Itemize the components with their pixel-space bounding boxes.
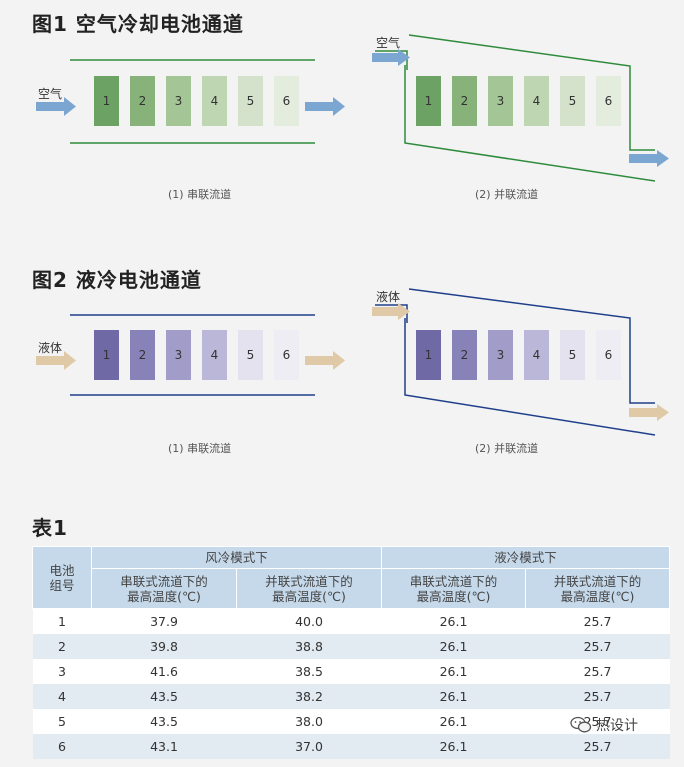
cell-liquid-series: 26.1 (381, 734, 526, 759)
air-parallel-header: 并联式流道下的 最高温度(℃) (235, 568, 383, 609)
battery-cell: 4 (524, 330, 549, 380)
battery-cell: 5 (238, 330, 263, 380)
parallel-top-wall (375, 50, 408, 70)
cell-liquid-parallel: 25.7 (525, 734, 670, 759)
battery-cell: 3 (488, 76, 513, 126)
fig2-series-caption: (1) 串联流道 (168, 442, 232, 455)
watermark-text: 热设计 (596, 718, 638, 734)
battery-cell: 3 (166, 330, 191, 380)
battery-cell: 2 (130, 76, 155, 126)
battery-cell: 6 (274, 76, 299, 126)
cell-group: 4 (32, 684, 92, 709)
battery-cell: 1 (94, 76, 119, 126)
parallel-inlet-label: 液体 (376, 290, 401, 304)
battery-cell: 5 (560, 76, 585, 126)
battery-cell: 4 (202, 330, 227, 380)
cell-air-parallel: 40.0 (236, 608, 382, 634)
parallel-bottom-wall (404, 65, 656, 182)
battery-cell: 6 (274, 330, 299, 380)
cell-liquid-series: 26.1 (381, 709, 526, 734)
cell-air-series: 39.8 (91, 634, 237, 659)
table-row: 6 43.1 37.0 26.1 25.7 (32, 734, 670, 759)
cell-air-series: 43.1 (91, 734, 237, 759)
table-title: 表1 (32, 516, 68, 540)
battery-cell: 5 (238, 76, 263, 126)
parallel-top-sloped-wall (408, 288, 655, 404)
cell-air-parallel: 37.0 (236, 734, 382, 759)
battery-cell: 1 (94, 330, 119, 380)
cell-liquid-series: 26.1 (381, 684, 526, 709)
battery-cell: 4 (202, 76, 227, 126)
wechat-icon (570, 716, 592, 733)
table-row: 5 43.5 38.0 26.1 25.7 (32, 709, 670, 734)
cell-group: 5 (32, 709, 92, 734)
battery-cell: 2 (452, 330, 477, 380)
temperature-table: 电池 组号 风冷模式下 液冷模式下 串联式流道下的 最高温度(℃) 并联式流道下… (32, 546, 671, 759)
parallel-bottom-wall (404, 318, 656, 436)
liquid-series-header: 串联式流道下的 最高温度(℃) (381, 568, 527, 609)
figure1-title: 图1 空气冷却电池通道 (32, 12, 244, 36)
cell-air-series: 37.9 (91, 608, 237, 634)
table-row: 4 43.5 38.2 26.1 25.7 (32, 684, 670, 709)
liquid-parallel-header: 并联式流道下的 最高温度(℃) (525, 568, 671, 609)
table-row: 2 39.8 38.8 26.1 25.7 (32, 634, 670, 659)
battery-cell: 1 (416, 76, 441, 126)
fig2-parallel-caption: (2) 并联流道 (475, 442, 539, 455)
air-series-header: 串联式流道下的 最高温度(℃) (91, 568, 237, 609)
cell-group: 1 (32, 608, 92, 634)
parallel-inlet-label: 空气 (376, 36, 401, 50)
series-inlet-label: 液体 (38, 341, 63, 355)
battery-cell: 1 (416, 330, 441, 380)
parallel-top-wall (375, 304, 408, 323)
cell-liquid-parallel: 25.7 (525, 634, 670, 659)
table-row: 1 37.9 40.0 26.1 25.7 (32, 608, 670, 634)
battery-cell: 3 (166, 76, 191, 126)
series-inlet-arrow (36, 351, 76, 370)
cell-liquid-series: 26.1 (381, 659, 526, 684)
table-row: 3 41.6 38.5 26.1 25.7 (32, 659, 670, 684)
cell-air-parallel: 38.0 (236, 709, 382, 734)
cell-air-parallel: 38.8 (236, 634, 382, 659)
parallel-outlet-arrow (629, 404, 669, 421)
liquid-mode-header: 液冷模式下 (381, 546, 671, 569)
fig1-series-caption: (1) 串联流道 (168, 188, 232, 201)
watermark: 热设计 (570, 715, 638, 735)
parallel-outlet-arrow (629, 150, 669, 167)
figure2-title: 图2 液冷电池通道 (32, 268, 202, 292)
battery-cell: 3 (488, 330, 513, 380)
battery-cell: 2 (130, 330, 155, 380)
series-inlet-label: 空气 (38, 87, 63, 101)
air-mode-header: 风冷模式下 (90, 546, 383, 569)
group-header: 电池 组号 (32, 546, 92, 609)
cell-liquid-parallel: 25.7 (525, 608, 670, 634)
battery-cell: 2 (452, 76, 477, 126)
battery-cell: 5 (560, 330, 585, 380)
battery-cell: 6 (596, 330, 621, 380)
cell-group: 6 (32, 734, 92, 759)
parallel-inlet-arrow (372, 49, 410, 66)
cell-group: 2 (32, 634, 92, 659)
cell-air-series: 43.5 (91, 684, 237, 709)
cell-liquid-parallel: 25.7 (525, 684, 670, 709)
series-outlet-arrow (305, 351, 345, 370)
cell-air-series: 43.5 (91, 709, 237, 734)
cell-group: 3 (32, 659, 92, 684)
parallel-top-sloped-wall (408, 34, 655, 151)
cell-liquid-parallel: 25.7 (525, 659, 670, 684)
series-outlet-arrow (305, 97, 345, 116)
series-inlet-arrow (36, 97, 76, 116)
battery-cell: 6 (596, 76, 621, 126)
cell-liquid-series: 26.1 (381, 608, 526, 634)
cell-air-series: 41.6 (91, 659, 237, 684)
battery-cell: 4 (524, 76, 549, 126)
parallel-inlet-arrow (372, 303, 410, 320)
cell-air-parallel: 38.5 (236, 659, 382, 684)
cell-liquid-series: 26.1 (381, 634, 526, 659)
fig1-parallel-caption: (2) 并联流道 (475, 188, 539, 201)
cell-air-parallel: 38.2 (236, 684, 382, 709)
